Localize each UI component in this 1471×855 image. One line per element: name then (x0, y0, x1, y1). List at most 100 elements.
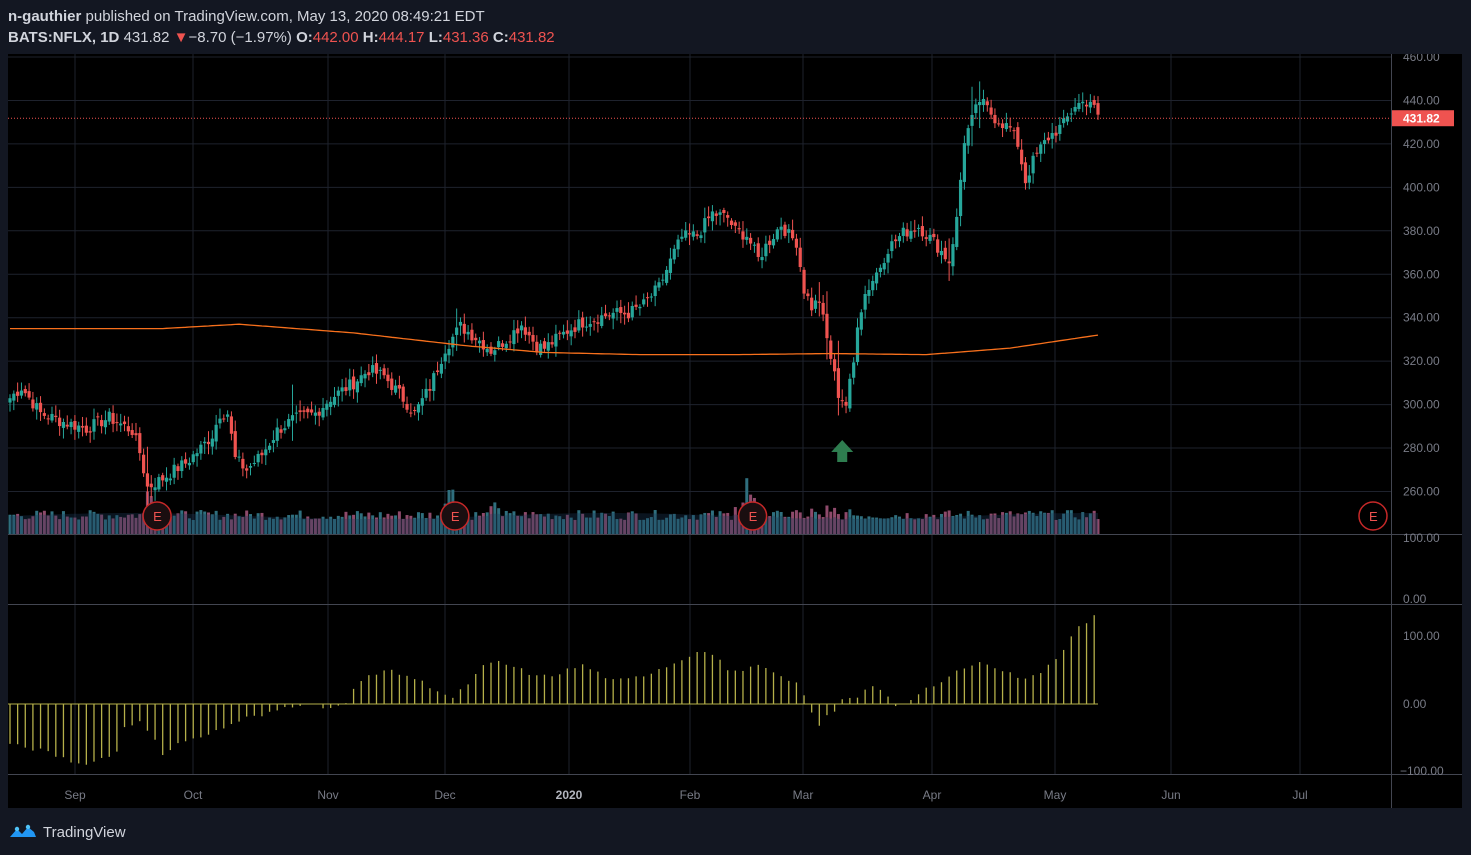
candle-body (936, 239, 940, 253)
candle-body (432, 373, 436, 391)
volume-bar (352, 514, 356, 534)
candle-body (294, 412, 298, 414)
candle-body (264, 449, 268, 456)
candle-body (267, 445, 272, 450)
time-axis-label: 2020 (556, 788, 583, 802)
volume-bar (569, 517, 573, 534)
price-tick-label: 440.00 (1403, 93, 1440, 107)
volume-bar (42, 510, 46, 534)
candle-body (149, 483, 153, 488)
volume-bar (924, 514, 928, 534)
volume-bar (794, 510, 798, 534)
volume-bar (707, 513, 711, 534)
candle-body (386, 374, 390, 382)
candle-body (852, 362, 856, 378)
candle-body (1073, 106, 1077, 112)
volume-bar (130, 514, 134, 534)
price-tick-label: 300.00 (1403, 398, 1440, 412)
candle-body (523, 327, 527, 335)
candle-body (405, 403, 409, 410)
volume-bar (134, 517, 138, 534)
candle-body (157, 477, 161, 490)
tradingview-logo-icon[interactable] (8, 823, 38, 841)
candle-body (1065, 116, 1070, 122)
volume-bar (905, 513, 909, 534)
candle-body (500, 343, 505, 347)
volume-bar (226, 513, 230, 534)
candle-body (1062, 118, 1066, 124)
candle-body (722, 210, 726, 213)
candle-body (569, 330, 573, 337)
candle-body (707, 216, 711, 219)
volume-bar (1073, 517, 1077, 534)
volume-bar (413, 517, 417, 534)
open-value: 442.00 (312, 29, 359, 46)
volume-bar (271, 518, 275, 534)
volume-bar (1054, 519, 1058, 534)
candle-body (439, 363, 443, 374)
candle-body (581, 317, 585, 328)
volume-bar (332, 518, 336, 534)
candle-body (794, 238, 799, 248)
price-tick-label: 340.00 (1403, 311, 1440, 325)
volume-bar (825, 505, 829, 534)
candle-body (874, 272, 879, 284)
volume-bar (245, 510, 249, 534)
volume-bar (710, 510, 714, 534)
volume-bar (298, 510, 302, 534)
volume-bar (520, 516, 524, 534)
candle-body (1046, 137, 1050, 141)
volume-bar (936, 519, 940, 534)
volume-bar (1046, 512, 1050, 534)
volume-bar (657, 519, 661, 534)
volume-bar (367, 512, 371, 534)
volume-bar (855, 515, 859, 534)
candle-body (184, 459, 188, 464)
footer-brand[interactable]: TradingView (43, 823, 126, 841)
candle-body (993, 114, 997, 124)
symbol-label[interactable]: BATS:NFLX, 1D (8, 29, 120, 46)
candle-body (939, 250, 944, 256)
candle-body (1092, 100, 1096, 105)
candle-body (909, 230, 913, 239)
candle-body (508, 341, 512, 343)
candle-body (271, 440, 276, 443)
time-axis-label: Feb (680, 788, 701, 802)
volume-bar (485, 512, 489, 534)
candle-body (493, 350, 497, 355)
price-tick-label: 420.00 (1403, 137, 1440, 151)
volume-bar (81, 516, 85, 534)
candle-body (298, 410, 302, 413)
candle-body (531, 334, 535, 342)
volume-bar (840, 519, 844, 534)
candle-body (932, 233, 936, 238)
candle-body (775, 229, 779, 240)
candle-body (374, 363, 379, 374)
author-name[interactable]: n-gauthier (8, 8, 82, 25)
volume-bar (100, 514, 104, 534)
candle-body (290, 415, 295, 421)
time-axis-label: Mar (793, 788, 814, 802)
candle-body (455, 327, 459, 335)
chart-area[interactable]: 431.82 260.00 280.00 300.00 320.00 340.00 360.… (8, 50, 1462, 808)
candle-body (1088, 101, 1092, 108)
volume-bar (630, 511, 634, 534)
chart-canvas[interactable]: 431.82 260.00 280.00 300.00 320.00 340.00 360.… (8, 50, 1462, 808)
volume-bar (508, 513, 512, 534)
candle-body (16, 391, 20, 396)
candle-body (863, 294, 867, 310)
volume-bar (268, 517, 272, 534)
candle-body (970, 114, 974, 126)
volume-bar (844, 512, 848, 534)
volume-bar (249, 514, 253, 534)
candle-body (428, 389, 432, 391)
candle-body (233, 431, 237, 457)
volume-bar (894, 515, 898, 534)
candle-body (351, 376, 356, 390)
volume-bar (852, 515, 856, 534)
candle-body (535, 341, 539, 353)
volume-tick-label: 0.00 (1403, 592, 1427, 606)
volume-bar (58, 519, 62, 534)
candle-body (878, 267, 882, 272)
candle-body (172, 464, 176, 478)
